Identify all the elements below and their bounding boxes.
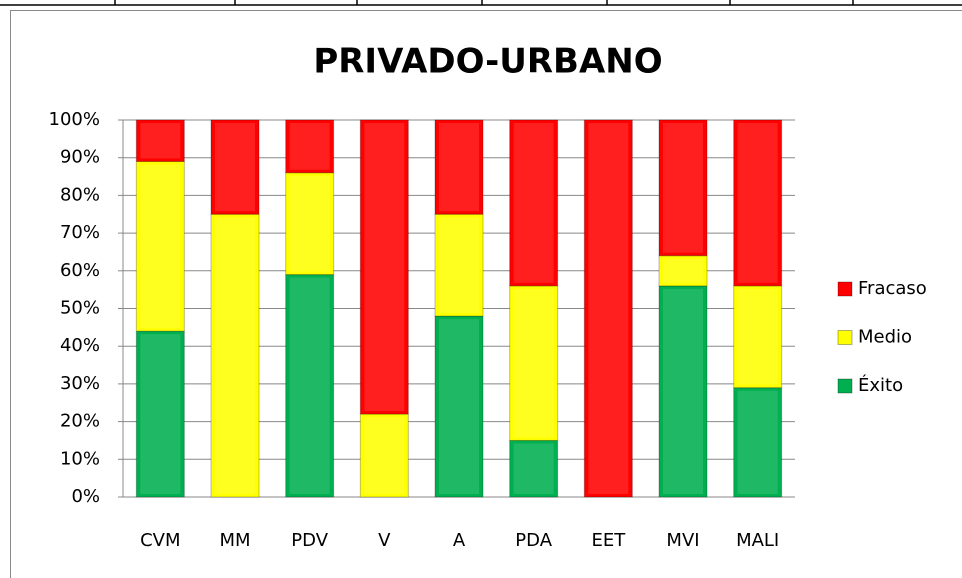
y-tick-label: 30%: [60, 373, 100, 394]
table-strip: [0, 0, 962, 6]
bar-segment: [135, 160, 185, 332]
bar-segment: [359, 119, 409, 415]
bar-bevel: [663, 258, 703, 283]
bar-bevel: [289, 123, 330, 170]
bar-segment: [658, 285, 708, 498]
y-tick-label: 10%: [60, 448, 100, 469]
bar-segment: [658, 119, 708, 257]
y-tick-label: 70%: [60, 222, 100, 243]
bar-bevel: [364, 123, 405, 412]
y-tick-label: 90%: [60, 147, 100, 168]
legend-label: Éxito: [858, 374, 903, 396]
bar-segment: [733, 119, 783, 287]
y-tick-label: 0%: [71, 486, 100, 507]
legend-swatch: [837, 281, 853, 297]
bar-bevel: [439, 217, 479, 314]
bar-bevel: [737, 390, 778, 494]
bar-segment: [285, 172, 335, 276]
bar-segment: [434, 119, 484, 215]
bar-segment: [509, 285, 559, 441]
legend-swatch: [837, 330, 853, 345]
bar-bevel: [140, 334, 181, 494]
bar-segment: [733, 285, 783, 389]
bar-bevel: [215, 123, 255, 212]
bar-bevel: [140, 123, 181, 159]
bar-bevel: [439, 123, 479, 212]
x-tick-label: PDV: [291, 530, 328, 551]
y-tick-label: 20%: [60, 411, 100, 432]
bar-segment: [434, 315, 484, 498]
x-tick-label: CVM: [140, 530, 180, 551]
bar-segment: [210, 119, 260, 215]
y-tick-label: 80%: [60, 184, 100, 205]
bar-bevel: [513, 123, 554, 283]
bar-bevel: [289, 175, 330, 272]
bar-bevel: [663, 123, 703, 253]
bar-bevel: [439, 319, 479, 494]
x-tick-label: MALI: [736, 530, 779, 551]
legend-swatch: [837, 378, 853, 394]
y-tick-label: 50%: [60, 298, 100, 319]
bar-bevel: [215, 217, 255, 494]
chart-title: PRIVADO-URBANO: [313, 42, 662, 82]
y-tick-label: 40%: [60, 335, 100, 356]
bar-segment: [434, 213, 484, 317]
x-tick-label: MM: [219, 530, 250, 551]
bar-segment: [210, 213, 260, 498]
legend-label: Medio: [858, 327, 912, 348]
x-tick-label: MVI: [666, 530, 699, 551]
y-tick-label: 100%: [49, 109, 100, 130]
bar-segment: [733, 387, 783, 498]
chart-border: [10, 10, 962, 578]
bar-bevel: [513, 288, 554, 438]
legend-label: Fracaso: [858, 278, 927, 299]
bar-bevel: [289, 277, 330, 494]
bar-bevel: [663, 288, 703, 494]
bar-segment: [285, 119, 335, 174]
bar-bevel: [364, 417, 405, 494]
bar-bevel: [513, 443, 554, 494]
bar-bevel: [737, 123, 778, 283]
x-tick-label: EET: [591, 530, 626, 551]
bar-segment: [135, 119, 185, 162]
bar-bevel: [140, 164, 181, 329]
y-tick-label: 60%: [60, 260, 100, 281]
x-tick-label: V: [378, 530, 391, 551]
x-tick-label: PDA: [515, 530, 552, 551]
bar-bevel: [737, 288, 778, 385]
bar-segment: [583, 119, 633, 498]
bar-bevel: [588, 123, 629, 494]
x-tick-label: A: [453, 530, 466, 551]
bar-segment: [285, 274, 335, 498]
bar-segment: [135, 330, 185, 498]
bar-segment: [509, 119, 559, 287]
